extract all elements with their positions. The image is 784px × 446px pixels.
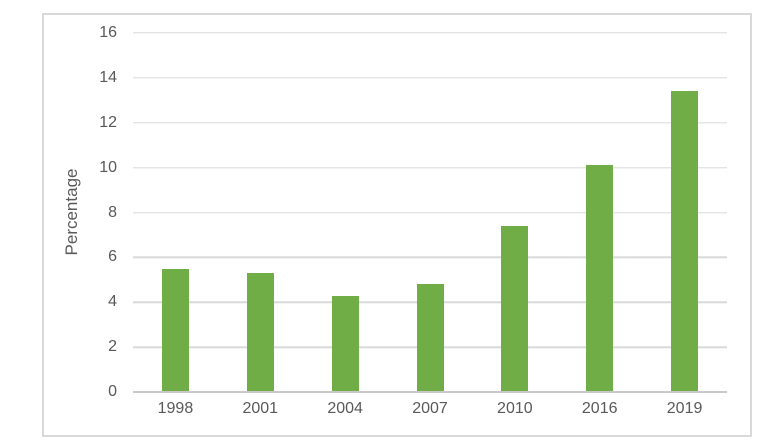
y-tick-label-4: 4 <box>108 293 117 311</box>
gridline-12 <box>133 122 727 124</box>
bar-2016 <box>586 165 614 392</box>
plot-area: 1998 2001 2004 2007 2010 2016 2019 <box>133 32 727 417</box>
y-tick-label-14: 14 <box>99 68 117 86</box>
y-tick-label-0: 0 <box>108 383 117 400</box>
x-axis-label-2016: 2016 <box>581 400 618 417</box>
x-axis-label-2019: 2019 <box>666 400 703 417</box>
bar-2010 <box>501 225 529 392</box>
x-axis-label-2007: 2007 <box>412 400 448 417</box>
y-tick-label-10: 10 <box>99 158 117 176</box>
y-tick-label-6: 6 <box>108 248 117 266</box>
x-axis-line <box>133 391 727 393</box>
bar-2007 <box>416 284 444 392</box>
bar-2001 <box>246 273 274 392</box>
bar-2019 <box>671 91 699 392</box>
gridline-14 <box>133 77 727 79</box>
gridline-6 <box>133 256 727 259</box>
x-axis-label-1998: 1998 <box>157 400 194 417</box>
x-axis-label-2004: 2004 <box>327 400 363 417</box>
y-tick-label-2: 2 <box>108 338 117 356</box>
x-axis-label-2010: 2010 <box>497 400 533 417</box>
bar-chart: Percentage 0 2 4 6 8 10 12 14 16 1998 2001 2004 200… <box>42 13 752 437</box>
bar-1998 <box>161 268 189 392</box>
gridline-10 <box>133 166 727 169</box>
gridline-16 <box>133 32 727 34</box>
y-tick-label-16: 16 <box>99 24 117 41</box>
y-tick-label-12: 12 <box>99 113 117 131</box>
x-axis-label-2001: 2001 <box>242 400 279 417</box>
y-tick-label-8: 8 <box>108 203 117 221</box>
bar-2004 <box>331 295 359 392</box>
gridline-8 <box>133 211 727 214</box>
